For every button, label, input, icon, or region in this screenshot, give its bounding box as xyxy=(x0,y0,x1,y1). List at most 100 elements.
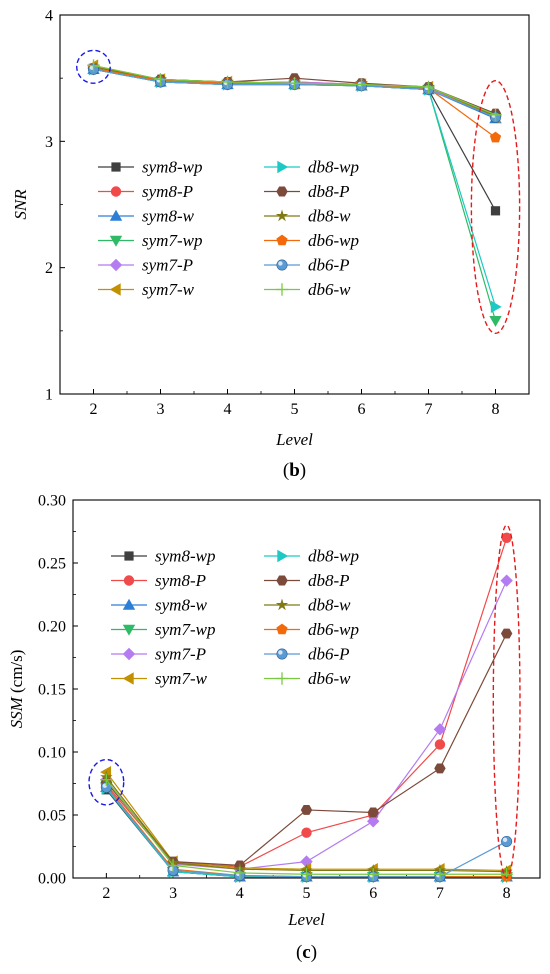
legend-marker xyxy=(276,575,288,586)
legend-item-db8-w: db8-w xyxy=(264,596,351,615)
data-point xyxy=(489,316,502,327)
legend-label: db6-wp xyxy=(308,620,359,639)
legend-marker xyxy=(275,672,289,685)
y-tick-label: 0.05 xyxy=(38,808,66,825)
legend-label: sym7-P xyxy=(142,256,193,275)
x-tick-label: 6 xyxy=(369,885,377,902)
legend-item-db8-P: db8-P xyxy=(264,182,350,201)
legend-marker xyxy=(109,209,123,221)
legend-marker xyxy=(124,551,134,561)
data-point xyxy=(300,855,313,868)
legend-item-sym7-P: sym7-P xyxy=(98,256,193,275)
legend-label: sym7-P xyxy=(155,645,206,664)
data-point xyxy=(422,80,435,94)
legend-label: db6-w xyxy=(308,669,351,688)
legend-label: db8-wp xyxy=(308,547,359,566)
legend-label: db8-P xyxy=(308,571,350,590)
data-point xyxy=(355,78,368,91)
legend-item-db6-wp: db6-wp xyxy=(264,620,359,639)
data-point xyxy=(433,868,447,881)
legend-item-sym8-w: sym8-w xyxy=(111,596,208,615)
y-axis-title: SSM (cm/s) xyxy=(7,650,26,729)
panel-label-letter: b xyxy=(289,460,300,481)
legend-marker xyxy=(111,162,121,172)
panel-label-close: ) xyxy=(311,942,317,963)
legend-marker xyxy=(122,624,136,636)
legend-marker xyxy=(277,549,289,563)
x-tick-label: 3 xyxy=(169,885,177,902)
legend-item-sym8-P: sym8-P xyxy=(98,182,193,201)
y-tick-label: 2 xyxy=(45,260,53,277)
plot-frame xyxy=(59,14,530,395)
legend-marker xyxy=(276,234,288,246)
legend-label: sym8-wp xyxy=(155,547,215,566)
legend: sym8-wp sym8-P sym8-w sym7-wp sym7-P sym7-w db… xyxy=(98,158,359,299)
y-tick-label: 0.10 xyxy=(38,745,66,762)
legend-marker xyxy=(276,648,288,660)
legend-label: sym8-P xyxy=(142,182,193,201)
legend-item-db6-P: db6-P xyxy=(264,256,350,275)
legend-item-db6-w: db6-w xyxy=(264,280,351,299)
x-tick-label: 3 xyxy=(157,401,165,418)
data-point xyxy=(221,75,234,89)
legend-item-sym7-w: sym7-w xyxy=(98,280,195,299)
x-tick-label: 5 xyxy=(303,885,311,902)
legend-label: sym8-P xyxy=(155,571,206,590)
data-point xyxy=(500,628,513,639)
data-point xyxy=(490,300,502,314)
legend-marker xyxy=(109,283,121,296)
legend-marker xyxy=(275,209,289,222)
legend-item-sym8-P: sym8-P xyxy=(111,571,206,590)
legend-label: sym7-w xyxy=(142,280,195,299)
y-tick-label: 0.00 xyxy=(38,871,66,888)
x-tick-label: 8 xyxy=(503,885,511,902)
data-point xyxy=(300,805,313,815)
panel-label-open: ( xyxy=(283,460,289,481)
data-point xyxy=(501,835,513,847)
y-axis-title-unit: (cm/s) xyxy=(7,650,26,698)
x-tick-label: 4 xyxy=(236,885,244,902)
legend-marker xyxy=(275,283,289,296)
data-point xyxy=(367,807,379,818)
legend-marker xyxy=(275,598,289,611)
legend-label: db8-P xyxy=(308,182,350,201)
data-point xyxy=(100,781,112,793)
legend-label: db6-wp xyxy=(308,231,359,250)
sphere-marker-body xyxy=(276,648,288,660)
data-point xyxy=(233,866,246,880)
series-db6-w xyxy=(100,773,513,881)
legend-marker xyxy=(276,259,288,271)
x-axis-title: Level xyxy=(287,910,325,929)
data-point xyxy=(367,868,380,881)
y-axis-title-name: SNR xyxy=(11,189,30,220)
legend-marker xyxy=(122,672,134,685)
panel-label-close: ) xyxy=(300,460,306,481)
panel-label-open: ( xyxy=(296,942,302,963)
x-tick-label: 2 xyxy=(102,885,110,902)
x-tick-label: 4 xyxy=(224,401,232,418)
legend-label: sym8-w xyxy=(155,596,208,615)
panel-label: (c) xyxy=(296,942,317,963)
data-point xyxy=(154,73,167,86)
data-point xyxy=(166,859,180,872)
data-point xyxy=(489,108,502,122)
legend-marker xyxy=(276,186,288,197)
sphere-marker-highlight xyxy=(502,837,508,843)
sphere-marker-body xyxy=(501,835,513,847)
legend-label: db6-w xyxy=(308,280,351,299)
x-tick-label: 7 xyxy=(436,885,444,902)
ssm-chart-panel: 2 3 4 5 6 7 8 0.00 0.05 0.10 0.15 0.20 0.25 0.30 Level… xyxy=(0,492,550,974)
red-ellipse-highlight xyxy=(470,79,521,335)
legend-label: sym8-w xyxy=(142,207,195,226)
legend-marker xyxy=(110,186,122,197)
x-tick-label: 5 xyxy=(291,401,299,418)
y-tick-label: 1 xyxy=(45,387,53,404)
y-tick-label: 0.30 xyxy=(38,493,66,510)
sphere-marker-highlight xyxy=(278,261,283,266)
legend-item-db8-P: db8-P xyxy=(264,571,350,590)
legend-item-sym8-wp: sym8-wp xyxy=(111,547,215,566)
data-point xyxy=(501,532,512,543)
data-point xyxy=(300,868,313,881)
data-point xyxy=(434,739,446,750)
y-tick-label: 0.25 xyxy=(38,556,66,573)
